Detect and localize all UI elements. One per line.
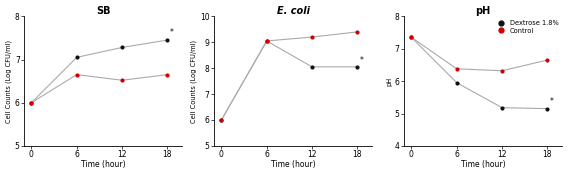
Text: *: * [550,97,553,106]
Y-axis label: Cell Counts (Log CFU/ml): Cell Counts (Log CFU/ml) [6,40,12,123]
Legend: Dextrose 1.8%, Control: Dextrose 1.8%, Control [494,20,559,34]
X-axis label: Time (hour): Time (hour) [461,160,506,169]
Text: *: * [360,56,364,65]
X-axis label: Time (hour): Time (hour) [81,160,126,169]
X-axis label: Time (hour): Time (hour) [271,160,315,169]
Y-axis label: pH: pH [386,76,392,86]
Y-axis label: Cell Counts (Log CFU/ml): Cell Counts (Log CFU/ml) [191,40,197,123]
Title: E. coli: E. coli [277,6,310,16]
Text: *: * [170,28,173,37]
Title: SB: SB [96,6,110,16]
Title: pH: pH [475,6,491,16]
